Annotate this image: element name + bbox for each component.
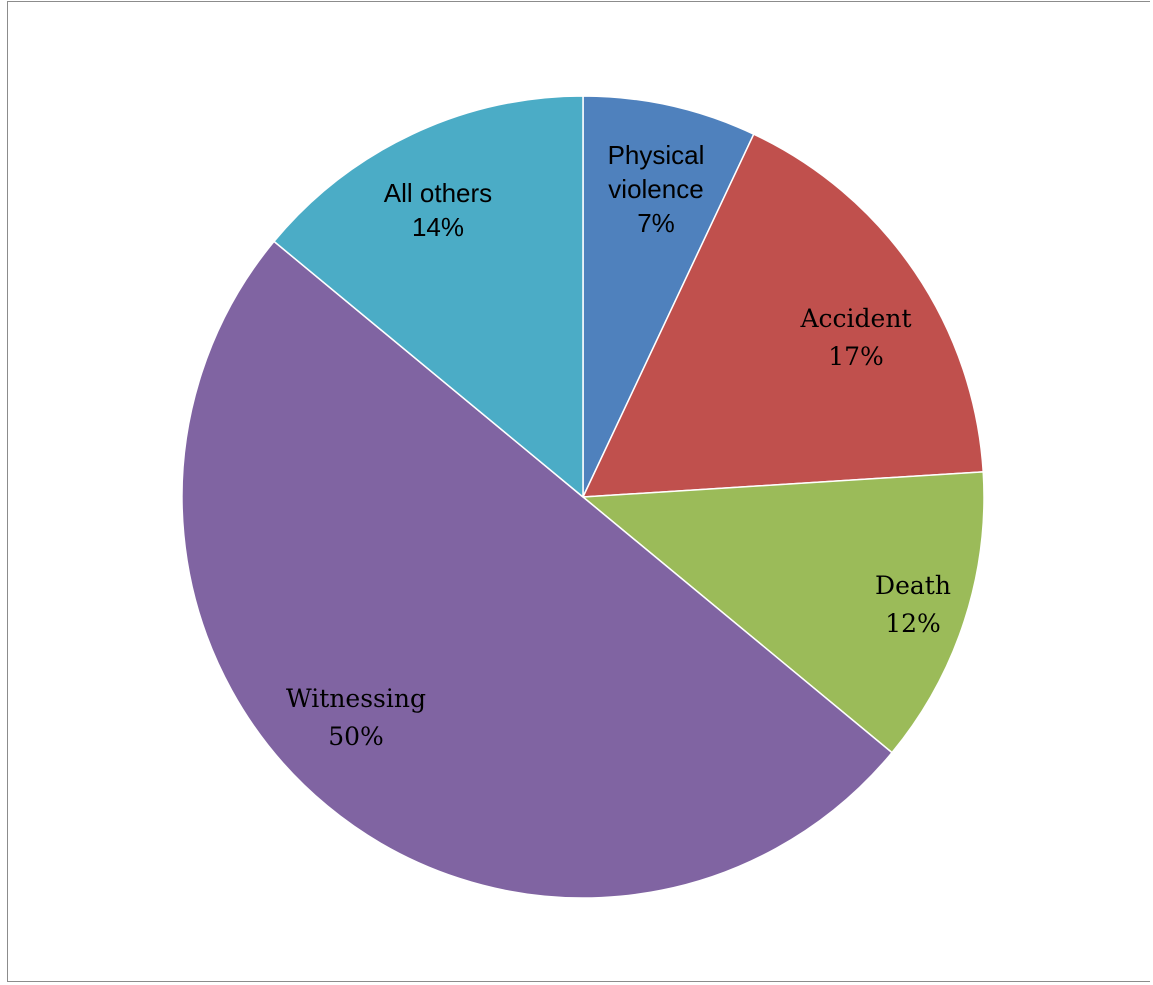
- chart-frame: Physical violence 7% Accident 17% Death 12% Wit…: [7, 1, 1150, 982]
- pie-label-percent: 7%: [637, 208, 675, 238]
- pie-labels: Physical violence 7% Accident 17% Death 12% Wit…: [286, 140, 951, 751]
- pie-slice-all-others: [273, 95, 584, 498]
- pie-slice-accident: [582, 133, 984, 498]
- pie-chart: Physical violence 7% Accident 17% Death 12% Wit…: [181, 95, 985, 899]
- pie-label-physical-violence: Physical violence 7%: [608, 140, 705, 238]
- pie-slice-physical-violence: [582, 95, 755, 498]
- pie-label-percent: 14%: [412, 212, 464, 242]
- pie-label-percent: 12%: [885, 609, 941, 638]
- pie-label-accident: Accident 17%: [800, 304, 912, 371]
- pie-label-percent: 17%: [828, 342, 884, 371]
- pie-label-all-others: All others 14%: [384, 178, 492, 242]
- pie-slice-witnessing: [181, 240, 893, 899]
- pie-label-witnessing: Witnessing 50%: [286, 684, 426, 751]
- pie-label-name: Witnessing: [286, 684, 426, 713]
- pie-label-name: violence: [608, 174, 703, 204]
- pie-label-name: Death: [875, 571, 951, 600]
- pie-label-death: Death 12%: [875, 571, 951, 638]
- pie-label-name: Accident: [800, 304, 912, 333]
- pie-label-name: Physical: [608, 140, 705, 170]
- pie-slices: [181, 95, 985, 899]
- pie-label-name: All others: [384, 178, 492, 208]
- pie-slice-death: [582, 471, 985, 754]
- pie-label-percent: 50%: [328, 722, 384, 751]
